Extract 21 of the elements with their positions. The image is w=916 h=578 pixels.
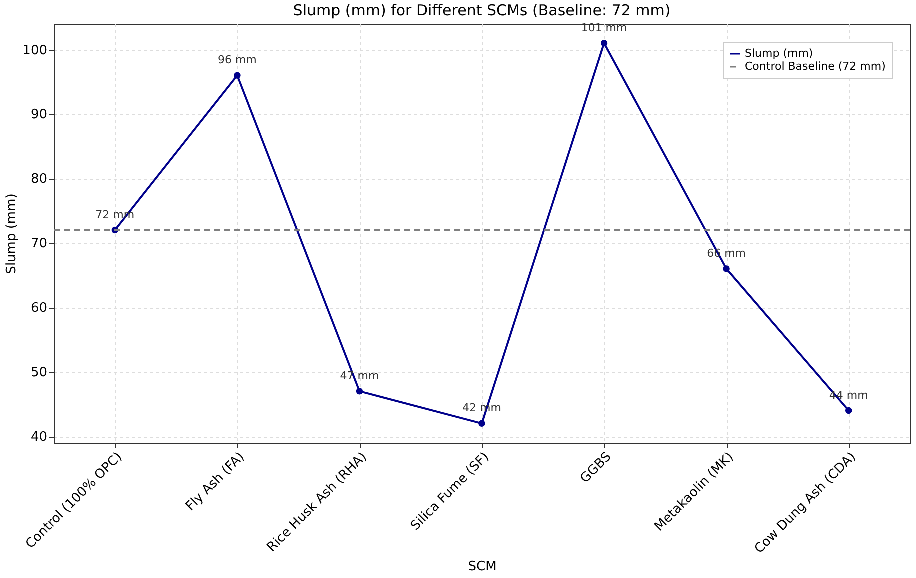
- y-tick-label: 50: [30, 366, 48, 381]
- y-tick-label: 100: [22, 43, 48, 58]
- y-tick-label: 70: [30, 236, 48, 252]
- data-label: 96 mm: [218, 54, 257, 67]
- point: [846, 407, 852, 414]
- y-tick-label: 40: [30, 430, 48, 446]
- legend-label: Slump (mm): [745, 47, 814, 60]
- y-axis-title: Slump (mm): [4, 194, 20, 274]
- point: [234, 72, 241, 79]
- point: [478, 420, 486, 428]
- x-axis-title: SCM: [468, 559, 497, 574]
- chart-title: Slump (mm) for Different SCMs (Baseline: 72 mm): [293, 1, 671, 20]
- y-tick-label: 80: [30, 172, 48, 188]
- y-tick-label: 90: [30, 108, 48, 123]
- y-tick-label: 60: [30, 301, 48, 316]
- point: [723, 266, 730, 272]
- point: [600, 40, 608, 47]
- legend-label: Control Baseline (72 mm): [745, 60, 886, 73]
- data-label: 47 mm: [340, 369, 380, 382]
- point: [356, 388, 364, 395]
- x-tick-label: Fly Ash (FA): [183, 450, 248, 514]
